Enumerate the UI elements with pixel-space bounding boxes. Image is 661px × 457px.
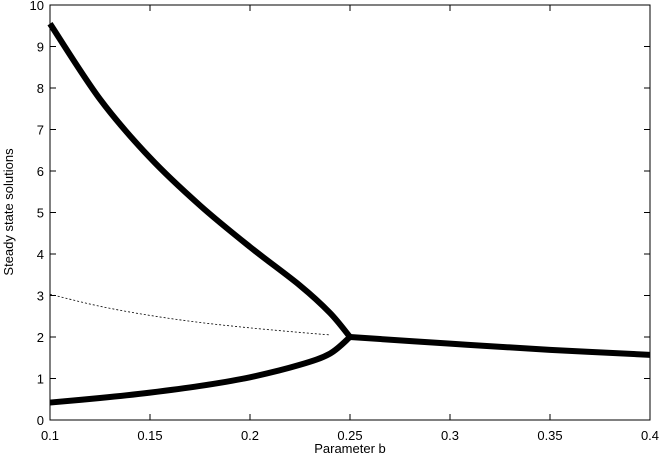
y-tick-label: 7: [37, 123, 44, 138]
y-tick-label: 1: [37, 372, 44, 387]
x-tick-label: 0.3: [441, 428, 459, 443]
x-tick-label: 0.2: [241, 428, 259, 443]
y-tick-label: 6: [37, 164, 44, 179]
x-tick-label: 0.1: [41, 428, 59, 443]
x-tick-label: 0.35: [537, 428, 562, 443]
y-tick-label: 8: [37, 81, 44, 96]
y-tick-label: 9: [37, 40, 44, 55]
y-axis-label: Steady state solutions: [1, 148, 16, 276]
series-line-4: [349, 334, 651, 358]
plot-frame: [49, 4, 651, 421]
y-tick-label: 5: [37, 206, 44, 221]
series-line-2: [49, 334, 352, 406]
series-line-3: [49, 293, 331, 336]
x-tick-label: 0.4: [641, 428, 659, 443]
y-tick-label: 0: [37, 413, 44, 428]
y-tick-label: 2: [37, 330, 44, 345]
x-tick-label: 0.15: [137, 428, 162, 443]
axis-ticks: 0.1 0.15 0.2 0.25 0.3 0.35 0.4 0 1 2 3 4 5 6 7 8 9 10: [30, 0, 660, 443]
series-line-1: [47, 22, 353, 339]
y-tick-label: 4: [37, 247, 44, 262]
x-axis-label: Parameter b: [314, 441, 386, 456]
series-layer: [47, 22, 651, 406]
x-tick-label: 0.25: [337, 428, 362, 443]
y-tick-label: 3: [37, 289, 44, 304]
y-tick-label: 10: [30, 0, 44, 13]
